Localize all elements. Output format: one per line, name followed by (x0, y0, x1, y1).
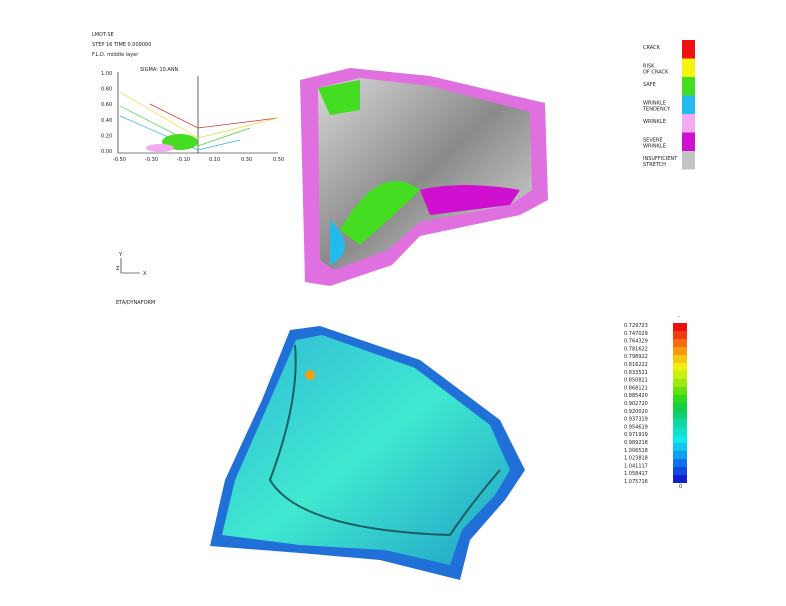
scale-swatch (673, 435, 687, 443)
scale-label: 0.816222 (624, 362, 648, 368)
x-tick-label: 0.10 (209, 157, 220, 163)
legend-label: SAFE (643, 82, 656, 88)
scale-label: 0.868121 (624, 385, 648, 391)
scale-label: 0.781622 (624, 346, 648, 352)
scale-label: 1.006518 (624, 448, 648, 454)
scale-label: 0.833521 (624, 370, 648, 376)
scale-label: 0.764329 (624, 339, 648, 345)
x-tick-label: -0.10 (177, 157, 190, 163)
triad-y: Y (118, 252, 123, 258)
fld-label: SIGMA: 10.ANN (140, 67, 179, 73)
scale-label: 0.729723 (624, 323, 648, 329)
footer: ETA/DYNAFORM (116, 300, 155, 306)
scale-swatch (673, 459, 687, 467)
points (146, 144, 174, 152)
legend-label: RISK OF CRACK (643, 64, 669, 76)
scale-swatch (673, 451, 687, 459)
scale-label: 1.075716 (624, 479, 648, 485)
fld-plot: 1.00 0.80 0.60 0.40 0.20 0.00-0.50 -0.30 -0.10 0… (101, 71, 284, 163)
program: LMDT-SE (92, 32, 114, 38)
region-safe (318, 80, 360, 115)
scale-label: 0.920020 (624, 409, 648, 415)
legend-swatch (682, 114, 695, 133)
curve (149, 103, 279, 129)
scale-label: 0.850821 (624, 378, 648, 384)
scale-swatch (673, 371, 687, 379)
y-tick-label: 1.00 (101, 71, 112, 77)
scale-swatch (673, 403, 687, 411)
legend-label: WRINKLE TENDENCY (642, 101, 671, 113)
x-tick-label: 0.30 (241, 157, 252, 163)
region-safe (340, 181, 420, 245)
legend-swatch (682, 58, 695, 77)
scale-swatch (673, 395, 687, 403)
scale-swatch (673, 355, 687, 363)
triad-z: Z (116, 266, 120, 272)
layer: F.L.D. middle layer (92, 52, 139, 58)
scale-swatch (673, 475, 687, 483)
scale-swatch (673, 347, 687, 355)
scale-swatch (673, 387, 687, 395)
legend-swatch (682, 40, 695, 59)
scale-top: - (678, 314, 680, 320)
scale-swatch (673, 323, 687, 331)
scale-label: 0.954619 (624, 424, 648, 430)
hotspot (305, 370, 315, 380)
legend-swatch (682, 132, 695, 151)
legend-label: WRINKLE (643, 119, 666, 125)
x-tick-label: 0.50 (273, 157, 284, 163)
y-tick-label: 0.80 (101, 87, 112, 93)
y-tick-label: 0.60 (101, 102, 112, 108)
scale-swatch (673, 379, 687, 387)
region-severe (420, 185, 520, 215)
curve (119, 105, 251, 147)
scale-label: 0.989218 (624, 440, 648, 446)
legend-swatch (682, 151, 695, 170)
x-tick-label: -0.30 (145, 157, 158, 163)
triad-x: X (143, 271, 147, 277)
fld-legend: CRACK RISK OF CRACK SAFE WRINKLE TENDENCY WRIN… (642, 40, 695, 170)
y-tick-label: 0.20 (101, 133, 112, 139)
scale-swatch (673, 419, 687, 427)
y-tick-label: 0.40 (101, 118, 112, 124)
scale-bottom: 0 (679, 484, 682, 490)
scale-swatch (673, 427, 687, 435)
edge (268, 344, 501, 537)
curve (119, 115, 241, 151)
scale-swatch (673, 411, 687, 419)
curve (119, 91, 279, 139)
legend-label: INSUFFICIENT STRETCH (643, 156, 678, 168)
scale-label: 0.885420 (624, 393, 648, 399)
scale-swatch (673, 331, 687, 339)
x-tick-label: -0.50 (113, 157, 126, 163)
step: STEP 16 TIME 0.009000 (92, 42, 151, 48)
scale-swatch (673, 363, 687, 371)
scale-label: 1.023818 (624, 456, 648, 462)
scale-label: 1.058417 (624, 471, 648, 477)
scale-label: 0.747029 (624, 331, 648, 337)
scale-swatch (673, 339, 687, 347)
scale-swatch (673, 443, 687, 451)
scale-label: 0.971919 (624, 432, 648, 438)
scale-label: 0.798922 (624, 354, 648, 360)
scale-label: 1.041117 (624, 463, 648, 469)
region-wrinkle (330, 220, 345, 265)
legend-label: SEVERE WRINKLE (643, 138, 666, 150)
legend-label: CRACK (643, 45, 661, 51)
scale-label: 0.937319 (624, 417, 648, 423)
scale-swatch (673, 467, 687, 475)
y-tick-label: 0.00 (101, 149, 112, 155)
legend-swatch (682, 95, 695, 114)
legend-swatch (682, 77, 695, 96)
scale-label: 0.902720 (624, 401, 648, 407)
